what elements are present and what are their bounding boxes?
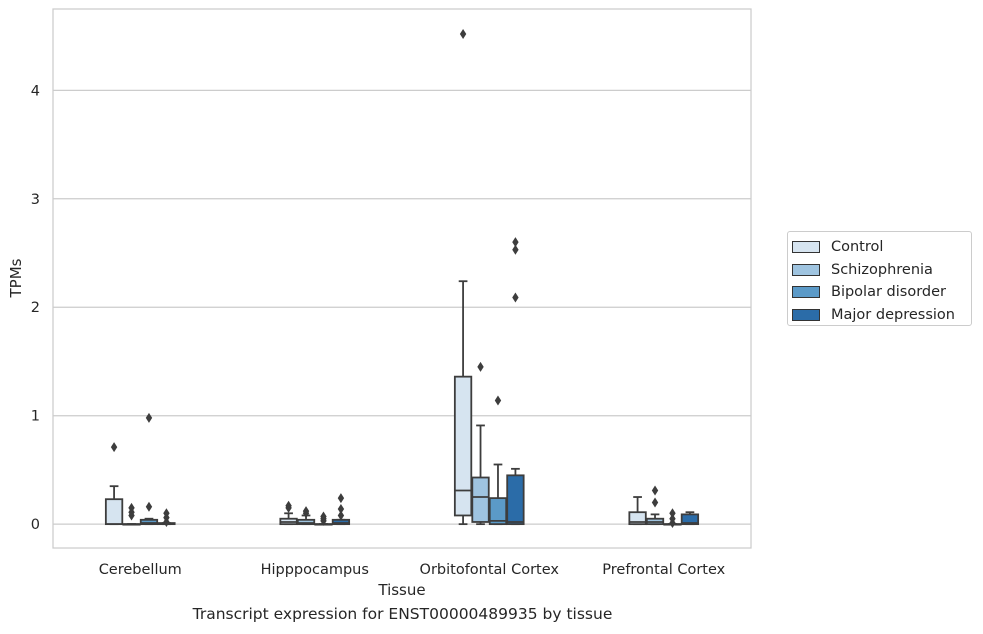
x-tick-label: Hipppocampus bbox=[261, 562, 369, 578]
box-0-1 bbox=[122, 502, 141, 526]
legend-swatch bbox=[792, 308, 820, 321]
outlier-point bbox=[337, 503, 345, 514]
box-2-0 bbox=[453, 28, 473, 526]
outlier-point bbox=[337, 510, 345, 521]
outlier-point bbox=[494, 395, 502, 406]
legend-label: Schizophrenia bbox=[831, 261, 933, 278]
y-tick-label: 1 bbox=[31, 409, 40, 425]
outlier-point bbox=[512, 237, 519, 248]
outlier-point bbox=[477, 361, 484, 372]
outlier-point bbox=[651, 497, 659, 508]
outlier-point bbox=[651, 485, 659, 496]
legend-item-control: Control bbox=[792, 236, 971, 259]
y-axis-ticks: 0 1 2 3 4 bbox=[31, 83, 40, 533]
box-iqr bbox=[139, 518, 159, 526]
y-tick-label: 3 bbox=[31, 192, 40, 208]
x-tick-label: Prefrontal Cortex bbox=[602, 562, 725, 578]
box-1-2 bbox=[314, 511, 333, 526]
legend-label: Control bbox=[831, 239, 884, 256]
box-2-3 bbox=[506, 237, 525, 526]
legend-swatch bbox=[792, 241, 820, 254]
y-tick-label: 2 bbox=[31, 300, 40, 316]
x-axis-ticks: Cerebellum Hipppocampus Orbitofontal Corte… bbox=[99, 562, 726, 578]
legend-label: Major depression bbox=[831, 306, 955, 323]
outlier-point bbox=[110, 442, 118, 453]
x-tick-label: Orbitofontal Cortex bbox=[420, 562, 560, 578]
box-iqr bbox=[104, 498, 124, 526]
legend-item-bipolar-disorder: Bipolar disorder bbox=[792, 281, 971, 304]
box-plot-series bbox=[104, 28, 700, 529]
box-2-2 bbox=[488, 395, 508, 526]
outlier-point bbox=[512, 292, 519, 303]
box-3-2 bbox=[663, 508, 682, 529]
legend-item-major-depression: Major depression bbox=[792, 304, 971, 327]
legend-swatch bbox=[792, 286, 820, 299]
outlier-point bbox=[669, 513, 676, 524]
box-3-1 bbox=[645, 485, 665, 526]
legend: Control Schizophrenia Bipolar disorder M… bbox=[787, 231, 972, 326]
outlier-point bbox=[128, 502, 135, 513]
outlier-point bbox=[145, 501, 153, 512]
outlier-point bbox=[669, 508, 676, 519]
box-2-1 bbox=[471, 361, 490, 526]
legend-label: Bipolar disorder bbox=[831, 284, 946, 301]
outlier-point bbox=[320, 511, 327, 522]
outlier-point bbox=[302, 506, 310, 517]
y-axis-label: TPMs bbox=[7, 258, 25, 298]
box-0-2 bbox=[139, 412, 159, 526]
plot-frame bbox=[52, 8, 752, 549]
box-iqr bbox=[471, 476, 490, 523]
outlier-point bbox=[337, 493, 345, 504]
figure-caption: Transcript expression for ENST0000048993… bbox=[192, 605, 613, 623]
box-0-0 bbox=[104, 442, 124, 526]
box-3-0 bbox=[628, 496, 647, 526]
outlier-point bbox=[512, 244, 519, 255]
box-iqr bbox=[296, 518, 316, 526]
y-tick-label: 0 bbox=[31, 517, 40, 533]
box-1-3 bbox=[331, 493, 351, 526]
box-iqr bbox=[453, 375, 473, 517]
outlier-point bbox=[459, 28, 467, 39]
box-iqr bbox=[680, 513, 700, 526]
outlier-point bbox=[285, 502, 292, 513]
box-1-1 bbox=[296, 506, 316, 526]
gridlines bbox=[53, 89, 751, 525]
box-1-0 bbox=[279, 500, 298, 526]
outlier-point bbox=[145, 412, 153, 423]
y-tick-label: 4 bbox=[31, 83, 40, 99]
x-tick-label: Cerebellum bbox=[99, 562, 182, 578]
box-0-3 bbox=[157, 508, 176, 527]
legend-item-schizophrenia: Schizophrenia bbox=[792, 259, 971, 282]
box-iqr bbox=[488, 497, 508, 526]
outlier-point bbox=[163, 508, 170, 519]
box-iqr bbox=[628, 511, 647, 526]
box-iqr bbox=[506, 474, 525, 526]
box-3-3 bbox=[680, 511, 700, 526]
legend-swatch bbox=[792, 263, 820, 276]
x-axis-label: Tissue bbox=[377, 581, 425, 599]
